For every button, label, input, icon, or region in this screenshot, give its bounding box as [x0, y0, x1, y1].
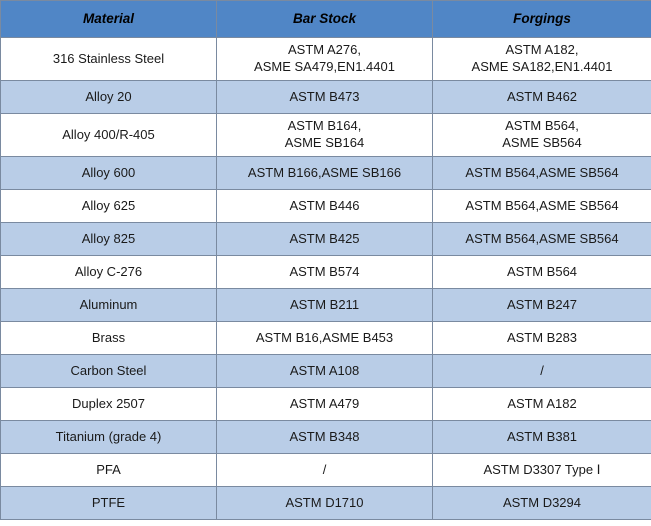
table-row: BrassASTM B16,ASME B453ASTM B283: [1, 322, 651, 355]
table-cell: Titanium (grade 4): [1, 421, 217, 454]
table-cell: ASTM A182: [433, 388, 651, 421]
table-row: 316 Stainless SteelASTM A276,ASME SA479,…: [1, 38, 651, 81]
table-row: Duplex 2507ASTM A479ASTM A182: [1, 388, 651, 421]
table-cell: ASTM B166,ASME SB166: [217, 157, 433, 190]
table-cell: 316 Stainless Steel: [1, 38, 217, 81]
table-cell: Duplex 2507: [1, 388, 217, 421]
table-cell: ASTM B462: [433, 81, 651, 114]
table-row: Alloy 600ASTM B166,ASME SB166ASTM B564,A…: [1, 157, 651, 190]
table-cell: Carbon Steel: [1, 355, 217, 388]
table-cell: /: [433, 355, 651, 388]
table-body: 316 Stainless SteelASTM A276,ASME SA479,…: [1, 38, 651, 520]
col-header-forgings: Forgings: [433, 1, 651, 38]
table-row: Alloy 825ASTM B425ASTM B564,ASME SB564: [1, 223, 651, 256]
table-row: PTFEASTM D1710ASTM D3294: [1, 487, 651, 520]
table-cell: Alloy C-276: [1, 256, 217, 289]
table-cell: ASTM D3307 Type Ⅰ: [433, 454, 651, 487]
col-header-barstock: Bar Stock: [217, 1, 433, 38]
table-cell: ASTM B164,ASME SB164: [217, 114, 433, 157]
table-cell: ASTM A182,ASME SA182,EN1.4401: [433, 38, 651, 81]
table-row: Alloy 625ASTM B446ASTM B564,ASME SB564: [1, 190, 651, 223]
table-cell: Alloy 20: [1, 81, 217, 114]
table-cell: ASTM B564,ASME SB564: [433, 114, 651, 157]
table-cell: ASTM A108: [217, 355, 433, 388]
table-cell: ASTM D3294: [433, 487, 651, 520]
table-cell: Alloy 600: [1, 157, 217, 190]
table-row: Alloy 400/R-405ASTM B164,ASME SB164ASTM …: [1, 114, 651, 157]
table-cell: Brass: [1, 322, 217, 355]
table-cell: ASTM B564: [433, 256, 651, 289]
table-cell: ASTM B564,ASME SB564: [433, 157, 651, 190]
table-row: PFA/ASTM D3307 Type Ⅰ: [1, 454, 651, 487]
table-cell: ASTM B425: [217, 223, 433, 256]
table-row: Alloy C-276ASTM B574ASTM B564: [1, 256, 651, 289]
table-cell: ASTM B446: [217, 190, 433, 223]
table-cell: ASTM B564,ASME SB564: [433, 190, 651, 223]
table-cell: ASTM B283: [433, 322, 651, 355]
table-cell: Alloy 625: [1, 190, 217, 223]
table-cell: ASTM A479: [217, 388, 433, 421]
table-cell: ASTM B348: [217, 421, 433, 454]
table-cell: Alloy 400/R-405: [1, 114, 217, 157]
table-cell: ASTM B381: [433, 421, 651, 454]
table-row: AluminumASTM B211ASTM B247: [1, 289, 651, 322]
table-cell: Aluminum: [1, 289, 217, 322]
table-cell: ASTM A276,ASME SA479,EN1.4401: [217, 38, 433, 81]
table-cell: ASTM B16,ASME B453: [217, 322, 433, 355]
table-cell: ASTM B211: [217, 289, 433, 322]
col-header-material: Material: [1, 1, 217, 38]
table-row: Titanium (grade 4)ASTM B348ASTM B381: [1, 421, 651, 454]
table-cell: PTFE: [1, 487, 217, 520]
table-cell: ASTM B574: [217, 256, 433, 289]
table: Material Bar Stock Forgings 316 Stainles…: [0, 0, 651, 520]
table-cell: Alloy 825: [1, 223, 217, 256]
table-cell: ASTM B473: [217, 81, 433, 114]
table-row: Carbon SteelASTM A108/: [1, 355, 651, 388]
table-cell: ASTM B564,ASME SB564: [433, 223, 651, 256]
table-row: Alloy 20ASTM B473ASTM B462: [1, 81, 651, 114]
table-cell: ASTM D1710: [217, 487, 433, 520]
header-row: Material Bar Stock Forgings: [1, 1, 651, 38]
table-cell: PFA: [1, 454, 217, 487]
table-cell: ASTM B247: [433, 289, 651, 322]
table-header: Material Bar Stock Forgings: [1, 1, 651, 38]
material-standards-table: Material Bar Stock Forgings 316 Stainles…: [0, 0, 651, 520]
table-cell: /: [217, 454, 433, 487]
